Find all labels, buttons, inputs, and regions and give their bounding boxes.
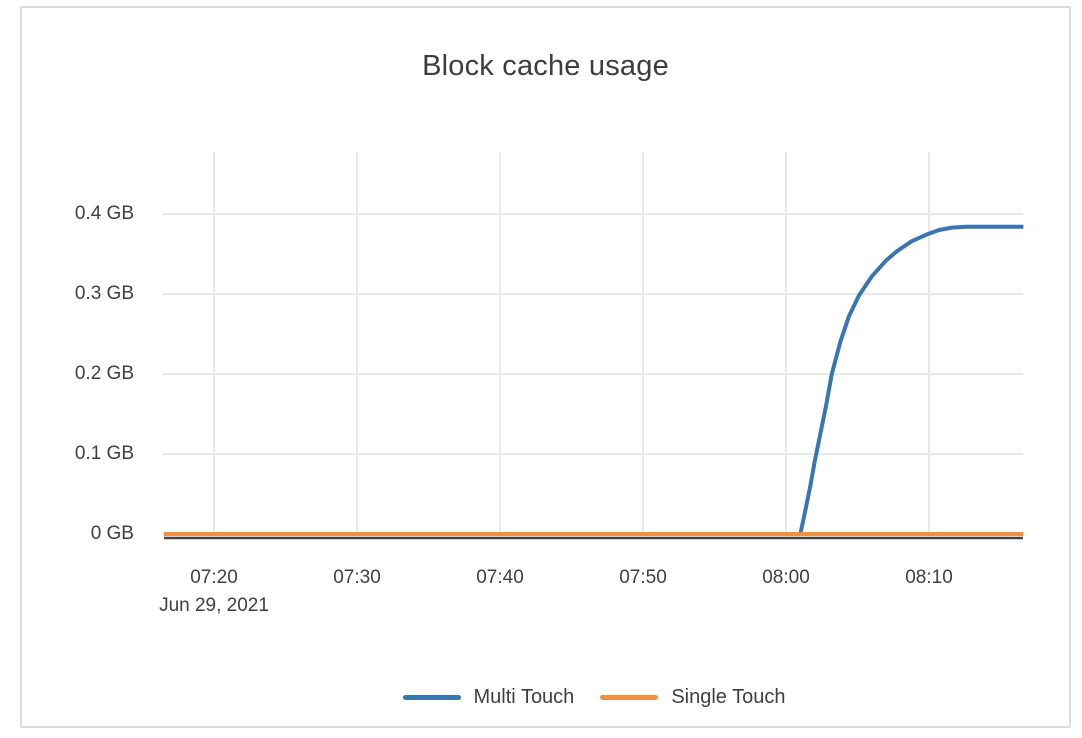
legend-line-swatch	[402, 694, 461, 700]
legend-label: Single Touch	[671, 685, 786, 708]
legend-line-swatch	[600, 694, 659, 700]
legend-label: Multi Touch	[473, 685, 575, 708]
chart-card: Block cache usage 0 GB 0.1 GB 0.2 GB 0.3 GB…	[20, 6, 1071, 728]
series-line-multi-touch	[163, 224, 1024, 536]
legend-item-single-touch[interactable]: Single Touch	[600, 686, 785, 709]
plot-area[interactable]	[22, 8, 1069, 726]
chart-title: Block cache usage	[422, 50, 669, 82]
legend: Multi Touch Single Touch	[164, 676, 1024, 718]
legend-item-multi-touch[interactable]: Multi Touch	[402, 685, 575, 709]
